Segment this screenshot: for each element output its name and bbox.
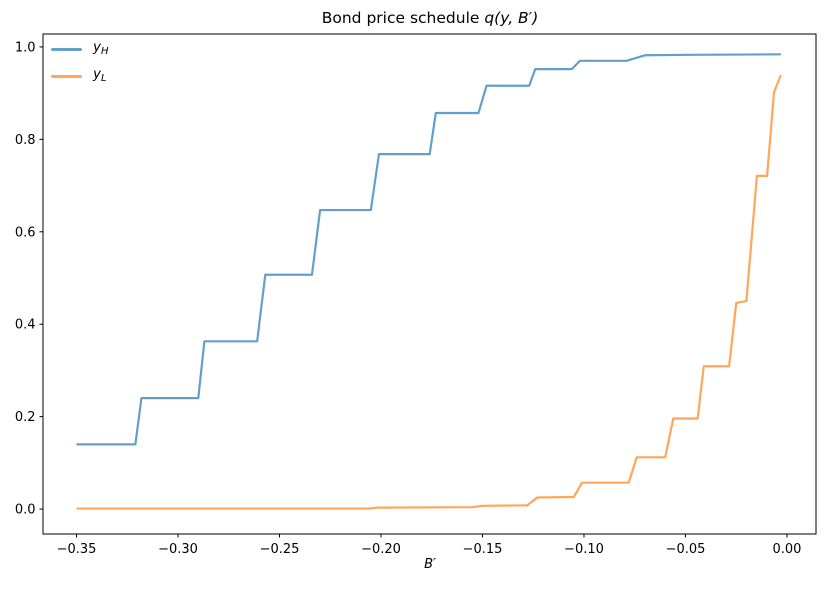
y-tick-label: 0.4	[15, 318, 36, 333]
chart-title-text: Bond price schedule	[321, 9, 485, 27]
legend-item-yL: yL	[51, 66, 109, 86]
y-tick-label: 0.6	[15, 225, 36, 240]
chart-title-math: q(y, B′)	[484, 9, 539, 27]
legend-var-yL: y	[93, 66, 101, 82]
x-tick-label: −0.15	[463, 542, 503, 557]
x-tick-label: 0.00	[772, 542, 801, 557]
legend: yH yL	[51, 39, 109, 86]
x-tick-label: −0.35	[57, 542, 97, 557]
y-tick-label: 0.0	[15, 503, 36, 518]
axes-spines	[42, 33, 817, 535]
x-axis-label: B′	[424, 557, 436, 572]
legend-var-yH: y	[93, 39, 101, 55]
legend-sub-yH: H	[101, 46, 109, 57]
chart-title: Bond price schedule q(y, B′)	[43, 9, 817, 27]
legend-item-yH: yH	[51, 39, 109, 59]
legend-swatch-yL	[51, 74, 82, 78]
legend-sub-yL: L	[101, 73, 107, 84]
x-tick-label: −0.20	[361, 542, 401, 557]
legend-label-yH: yH	[93, 39, 109, 57]
series-line-yH	[76, 53, 781, 446]
x-tick-label: −0.05	[666, 542, 706, 557]
x-tick-label: −0.30	[158, 542, 198, 557]
series-line-yL	[76, 74, 782, 510]
y-tick-label: 0.8	[15, 133, 36, 148]
legend-swatch-yH	[51, 47, 82, 51]
y-tick-label: 1.0	[15, 40, 36, 55]
legend-label-yL: yL	[93, 66, 107, 84]
y-tick-label: 0.2	[15, 410, 36, 425]
x-tick-label: −0.25	[260, 542, 300, 557]
x-tick-label: −0.10	[564, 542, 604, 557]
